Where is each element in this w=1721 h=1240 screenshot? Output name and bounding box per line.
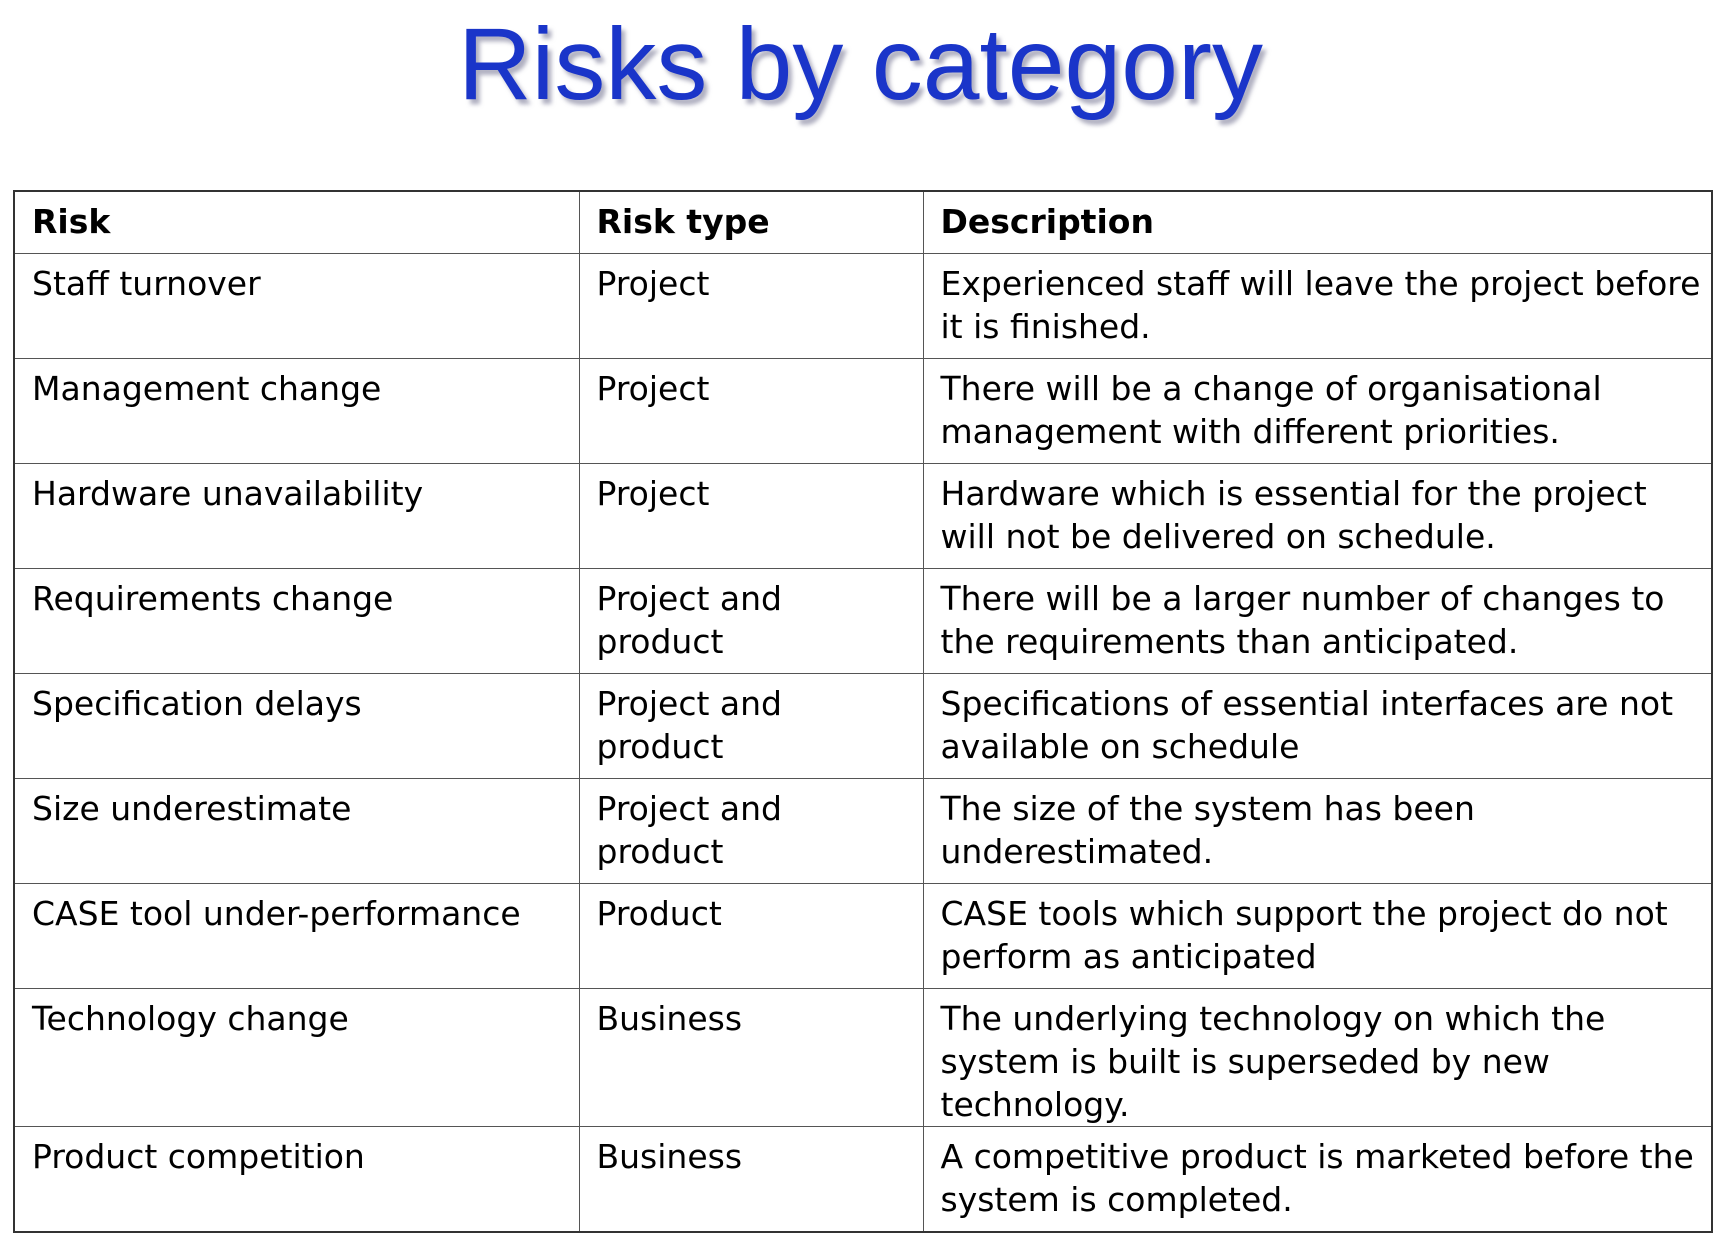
risk-type-cell: Project and product — [578, 568, 924, 674]
risk-cell: Size underestimate — [13, 778, 580, 884]
table-row: Management change Project There will be … — [13, 358, 1713, 464]
risk-type-cell: Product — [578, 883, 924, 989]
risk-type-cell: Project — [578, 358, 924, 464]
risk-cell: Management change — [13, 358, 580, 464]
risk-type-cell: Project and product — [578, 673, 924, 779]
risk-cell: Technology change — [13, 988, 580, 1127]
header-description: Description — [922, 190, 1713, 254]
table-row: Requirements change Project and product … — [13, 568, 1713, 674]
risk-cell: Specification delays — [13, 673, 580, 779]
risk-cell: Requirements change — [13, 568, 580, 674]
table-header-row: Risk Risk type Description — [13, 190, 1713, 254]
table-row: CASE tool under-performance Product CASE… — [13, 883, 1713, 989]
description-cell: The underlying technology on which the s… — [922, 988, 1713, 1127]
table-row: Product competition Business A competiti… — [13, 1126, 1713, 1233]
table-row: Staff turnover Project Experienced staff… — [13, 253, 1713, 359]
risk-cell: Product competition — [13, 1126, 580, 1233]
table-row: Technology change Business The underlyin… — [13, 988, 1713, 1127]
description-cell: There will be a change of organisational… — [922, 358, 1713, 464]
risk-cell: CASE tool under-performance — [13, 883, 580, 989]
risk-type-cell: Project and product — [578, 778, 924, 884]
header-risk: Risk — [13, 190, 580, 254]
risk-type-cell: Business — [578, 1126, 924, 1233]
table-row: Hardware unavailability Project Hardware… — [13, 463, 1713, 569]
description-cell: A competitive product is marketed before… — [922, 1126, 1713, 1233]
description-cell: The size of the system has been underest… — [922, 778, 1713, 884]
table-row: Size underestimate Project and product T… — [13, 778, 1713, 884]
page-title: Risks by category — [458, 7, 1263, 121]
description-cell: There will be a larger number of changes… — [922, 568, 1713, 674]
description-cell: Experienced staff will leave the project… — [922, 253, 1713, 359]
risk-type-cell: Project — [578, 463, 924, 569]
description-cell: CASE tools which support the project do … — [922, 883, 1713, 989]
risk-type-cell: Business — [578, 988, 924, 1127]
risk-cell: Hardware unavailability — [13, 463, 580, 569]
description-cell: Specifications of essential interfaces a… — [922, 673, 1713, 779]
risk-type-cell: Project — [578, 253, 924, 359]
table-row: Specification delays Project and product… — [13, 673, 1713, 779]
risk-table: Risk Risk type Description Staff turnove… — [13, 190, 1713, 1233]
header-risk-type: Risk type — [578, 190, 924, 254]
risk-cell: Staff turnover — [13, 253, 580, 359]
description-cell: Hardware which is essential for the proj… — [922, 463, 1713, 569]
